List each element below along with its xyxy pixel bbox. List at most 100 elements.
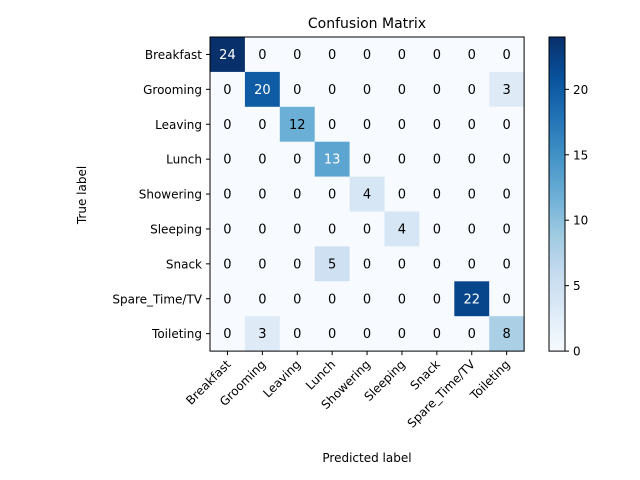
cell-value-label: 0	[433, 292, 441, 307]
colorbar-segment	[549, 285, 565, 289]
y-tick-label: Spare_Time/TV	[112, 292, 202, 306]
colorbar-segment	[549, 50, 565, 54]
colorbar-segment	[549, 63, 565, 67]
heatmap-cell	[384, 71, 420, 108]
cell-value-label: 0	[433, 83, 441, 98]
cell-value-label: 0	[503, 118, 511, 133]
heatmap-cell	[210, 316, 246, 352]
colorbar-segment	[549, 324, 565, 329]
colorbar-segment	[549, 60, 565, 64]
colorbar-segment	[549, 102, 565, 106]
colorbar-segment	[549, 99, 565, 104]
heatmap-cell	[384, 37, 420, 73]
colorbar-segment	[549, 149, 565, 153]
heatmap-cell	[244, 141, 281, 178]
cell-value-label: 0	[398, 118, 406, 133]
heatmap-cell	[279, 37, 316, 73]
colorbar-segment	[549, 322, 565, 326]
cell-value-label: 0	[433, 153, 441, 168]
heatmap-cell	[210, 281, 246, 317]
cell-value-label: 0	[398, 48, 406, 63]
colorbar-segment	[549, 217, 565, 221]
colorbar-segment	[549, 89, 565, 93]
heatmap-cell	[279, 71, 316, 108]
cell-value-label: 0	[293, 292, 301, 307]
colorbar-tick-label: 5	[573, 279, 581, 293]
cell-value-label: 0	[398, 83, 406, 98]
colorbar-segment	[549, 146, 565, 151]
heatmap-cell	[314, 106, 351, 143]
y-tick-label: Lunch	[166, 153, 202, 167]
plot-frame	[209, 36, 525, 352]
colorbar-segment	[549, 311, 565, 316]
colorbar-segment	[549, 262, 565, 266]
heatmap-cell	[349, 246, 385, 282]
colorbar-segment	[549, 178, 565, 182]
cell-value-label: 0	[363, 118, 371, 133]
colorbar-frame	[548, 36, 566, 352]
colorbar-segment	[549, 309, 565, 313]
cell-value-label: 0	[258, 188, 266, 203]
cell-value-label: 0	[223, 292, 231, 307]
heatmap-cell	[489, 176, 525, 212]
y-tick-label: Toileting	[151, 327, 202, 341]
heatmap-cell	[419, 141, 455, 178]
heatmap-cell	[314, 211, 351, 247]
heatmap-cell	[419, 71, 455, 108]
heatmap-cell	[384, 316, 420, 352]
cell-value-label: 0	[223, 188, 231, 203]
cell-value-label: 0	[503, 188, 511, 203]
cell-value-label: 0	[223, 257, 231, 272]
heatmap-cell	[244, 176, 281, 212]
heatmap-cell	[489, 316, 525, 352]
cell-value-label: 0	[293, 188, 301, 203]
colorbar-segment	[549, 280, 565, 284]
cell-value-label: 13	[324, 153, 341, 168]
colorbar-segment	[549, 254, 565, 258]
heatmap-cell	[454, 246, 490, 282]
heatmap-cell	[384, 281, 420, 317]
colorbar-segment	[549, 272, 565, 276]
colorbar-segment	[549, 303, 565, 308]
heatmap-cell	[244, 106, 281, 143]
colorbar-segment	[549, 123, 565, 127]
colorbar-segment	[549, 319, 565, 323]
colorbar-segment	[549, 68, 565, 72]
cell-value-label: 0	[328, 83, 336, 98]
cell-value-label: 0	[258, 153, 266, 168]
colorbar-segment	[549, 71, 565, 75]
colorbar-segment	[549, 243, 565, 247]
colorbar-segment	[549, 220, 565, 224]
colorbar-segment	[549, 343, 565, 347]
cell-value-label: 0	[398, 292, 406, 307]
heatmap-cell	[384, 106, 420, 143]
heatmap-cell	[279, 106, 316, 143]
colorbar-tick-label: 20	[573, 83, 588, 97]
colorbar-segment	[549, 91, 565, 96]
cell-value-label: 0	[433, 222, 441, 237]
colorbar-segment	[549, 167, 565, 172]
cell-value-label: 0	[468, 188, 476, 203]
cell-value-label: 0	[398, 327, 406, 342]
heatmap-cell	[279, 176, 316, 212]
y-axis-ticks: Breakfast Grooming Leaving Lunch Showering Sl…	[112, 48, 210, 341]
colorbar-segment	[549, 139, 565, 143]
cell-value-label: 0	[258, 48, 266, 63]
colorbar-segment	[549, 196, 565, 200]
heatmap-cell	[314, 246, 351, 282]
heatmap-cell	[454, 141, 490, 178]
colorbar-segment	[549, 157, 565, 161]
x-axis-label: Predicted label	[322, 451, 411, 465]
y-axis-label: True label	[75, 166, 89, 225]
cell-value-label: 0	[293, 48, 301, 63]
heatmap-cell	[454, 71, 490, 108]
colorbar-segment	[549, 222, 565, 227]
heatmap-cell	[489, 71, 525, 108]
colorbar-segment	[549, 154, 565, 159]
heatmap-cell	[489, 211, 525, 247]
colorbar-segment	[549, 256, 565, 261]
colorbar-segment	[549, 335, 565, 339]
colorbar-segment	[549, 105, 565, 109]
colorbar-segment	[549, 37, 565, 41]
